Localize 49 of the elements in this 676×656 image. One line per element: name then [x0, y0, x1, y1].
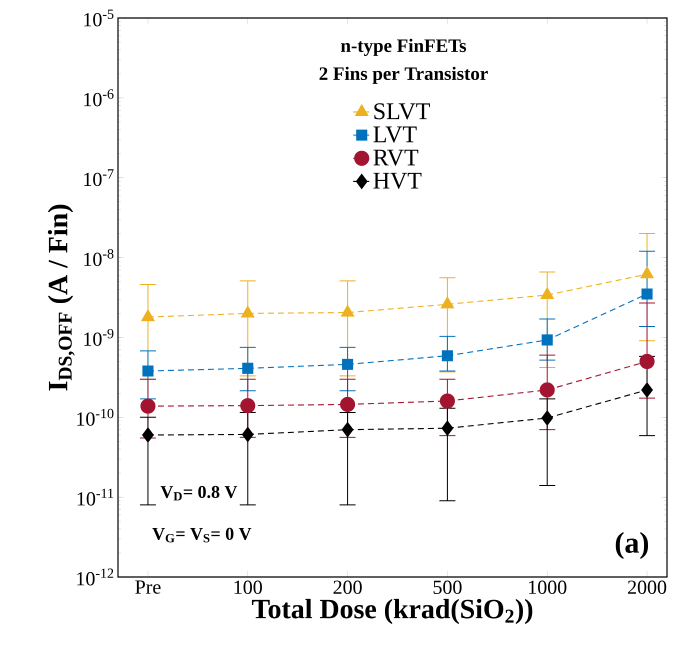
point [142, 427, 154, 443]
annotation: 2 Fins per Transistor [320, 66, 488, 84]
point [141, 310, 155, 322]
point [140, 398, 156, 414]
point [240, 398, 256, 414]
y-tick-label: 10$^{-5}$ [84, 10, 114, 26]
point [540, 287, 554, 300]
point [242, 362, 254, 374]
point [640, 266, 654, 278]
point [242, 426, 254, 442]
x-tick-label: 500 [434, 580, 462, 594]
point [442, 350, 453, 362]
y-tick-label: 10$^{-10}$ [77, 408, 114, 426]
point [639, 354, 655, 370]
annotation: V$_{D}$= 0.8 V [160, 486, 238, 500]
y-tick-label: 10$^{-7}$ [84, 169, 114, 186]
y-tick-label: 10$^{-6}$ [84, 89, 114, 106]
y-tick-label: 10$^{-8}$ [84, 249, 114, 266]
x-tick-label: 2000 [628, 580, 666, 594]
legend-label: HVT [373, 172, 422, 189]
annotation: n-type FinFETs [340, 38, 466, 56]
point [641, 288, 653, 300]
x-axis-title: Total Dose (krad(SiO$_{2}$)) [252, 598, 532, 624]
x-tick-label: 1000 [529, 580, 566, 594]
x-tick-label: Pre [135, 580, 161, 594]
y-tick-label: 10$^{-9}$ [84, 328, 114, 346]
point [340, 396, 356, 412]
legend-label: LVT [373, 126, 417, 143]
y-axis-title: I$_{DS,OFF}$ (A / Fin) [48, 204, 75, 391]
legend-label: SLVT [374, 103, 430, 120]
point [440, 393, 455, 409]
point [340, 304, 354, 317]
x-tick-label: 100 [234, 580, 262, 594]
point [342, 358, 354, 370]
point [142, 365, 154, 377]
x-tick-label: 200 [334, 580, 362, 594]
point [540, 382, 555, 398]
point [442, 420, 454, 436]
point [641, 382, 653, 398]
point [241, 306, 254, 318]
annotation: (a) [616, 532, 648, 560]
y-tick-label: 10$^{-11}$ [78, 488, 114, 506]
y-tick-label: 10$^{-12}$ [77, 568, 114, 586]
annotation: V$_{G}$= V$_{S}$= 0 V [152, 528, 252, 542]
point [542, 334, 553, 346]
point [342, 422, 354, 438]
point [541, 410, 554, 426]
point [440, 296, 454, 308]
legend-label: RVT [373, 150, 418, 166]
